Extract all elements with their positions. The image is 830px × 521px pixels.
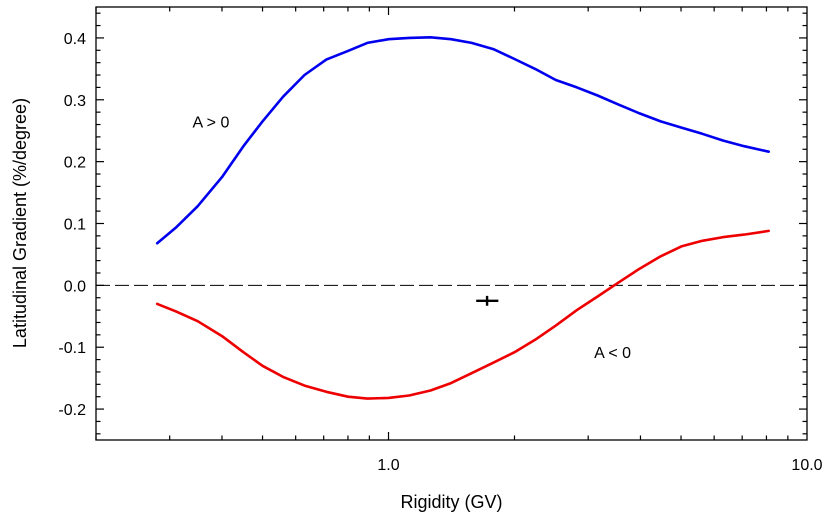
measured-point	[476, 295, 499, 306]
plot-frame	[95, 6, 808, 441]
y-axis-label: Latitudinal Gradient (%/degree)	[10, 98, 30, 348]
y-tick-label: 0.1	[64, 217, 86, 234]
annotation-label: A > 0	[192, 114, 229, 131]
y-tick-label: -0.2	[58, 402, 86, 419]
y-tick-label: 0.2	[64, 155, 86, 172]
series-line-blue	[155, 35, 771, 245]
x-tick-label: 1.0	[377, 457, 399, 474]
annotations: A > 0 A < 0	[192, 114, 631, 362]
y-tick-label: 0.3	[64, 93, 86, 110]
series-line-red	[155, 229, 771, 400]
x-tick-label: 10.0	[791, 457, 822, 474]
y-tick-label: 0.0	[64, 278, 86, 295]
x-axis-label: Rigidity (GV)	[400, 492, 502, 512]
series-lines	[155, 35, 771, 400]
y-tick-label: -0.1	[58, 340, 86, 357]
annotation-label: A < 0	[594, 345, 631, 362]
axis-ticks: 1.0 10.0 0.4 0.3 0.2 0.1 0.0 -0.1 -0.2	[58, 7, 823, 474]
y-tick-label: 0.4	[64, 31, 86, 48]
